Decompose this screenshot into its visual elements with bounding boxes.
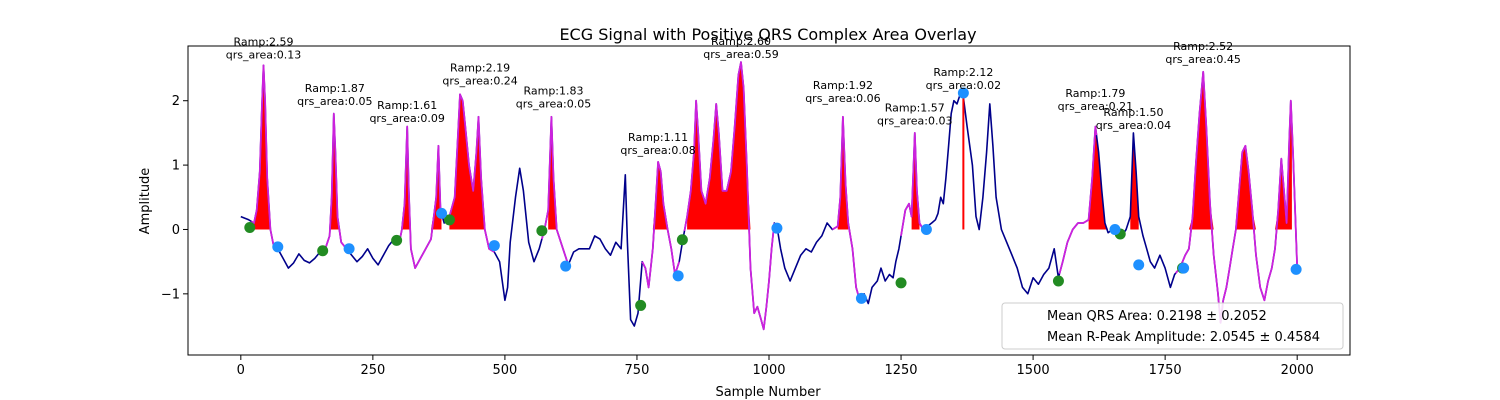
qrs-segment-line xyxy=(1058,125,1098,274)
qrs-segment-line xyxy=(1175,70,1299,324)
ramp-label: Ramp:1.92 xyxy=(813,79,873,92)
ramp-label: Ramp:2.52 xyxy=(1173,40,1233,53)
qrs-offset-point xyxy=(771,222,783,234)
x-tick-label: 0 xyxy=(237,363,245,378)
x-axis-label: Sample Number xyxy=(715,385,821,400)
qrs-area-label: qrs_area:0.05 xyxy=(297,95,372,108)
legend: Mean QRS Area: 0.2198 ± 0.2052 Mean R-Pe… xyxy=(1001,302,1344,350)
qrs-area-fill xyxy=(1188,71,1292,230)
legend-entry-qrs-area: Mean QRS Area: 0.2198 ± 0.2052 xyxy=(1047,309,1267,324)
ramp-label: Ramp:2.12 xyxy=(933,66,993,79)
qrs-offset-point xyxy=(1290,263,1302,275)
legend-entry-r-peak: Mean R-Peak Amplitude: 2.0545 ± 0.4584 xyxy=(1047,330,1320,345)
qrs-segment-line xyxy=(322,112,350,253)
x-tick-label: 250 xyxy=(360,363,385,378)
qrs-area-label: qrs_area:0.09 xyxy=(369,112,444,125)
ramp-label: Ramp:1.50 xyxy=(1103,106,1163,119)
qrs-area-label: qrs_area:0.45 xyxy=(1165,53,1240,66)
ramp-label: Ramp:1.11 xyxy=(628,131,688,144)
qrs-onset-point xyxy=(443,214,455,226)
y-axis-label: Amplitude xyxy=(138,168,153,235)
ramp-label: Ramp:2.60 xyxy=(711,35,771,48)
qrs-onset-point xyxy=(536,225,548,237)
qrs-area-fill xyxy=(401,126,442,230)
qrs-area-fill xyxy=(652,161,668,230)
x-tick-label: 750 xyxy=(625,363,650,378)
qrs-area-fill xyxy=(449,94,485,230)
qrs-onset-point xyxy=(317,245,329,257)
y-tick-label: 0 xyxy=(172,223,180,238)
qrs-area-label: qrs_area:0.24 xyxy=(442,74,517,87)
qrs-offset-point xyxy=(957,87,969,99)
qrs-area-label: qrs_area:0.04 xyxy=(1096,119,1171,132)
qrs-offset-point xyxy=(560,260,572,272)
ramp-label: Ramp:1.83 xyxy=(523,85,583,98)
x-tick-label: 2000 xyxy=(1281,363,1314,378)
qrs-offset-point xyxy=(488,240,500,252)
qrs-onset-point xyxy=(391,234,403,246)
qrs-onset-point xyxy=(635,299,647,311)
qrs-onset-point xyxy=(676,234,688,246)
qrs-area-label: qrs_area:0.06 xyxy=(805,92,880,105)
qrs-area-label: qrs_area:0.02 xyxy=(926,79,1001,92)
ramp-label: Ramp:1.79 xyxy=(1065,87,1125,100)
qrs-markers xyxy=(244,87,1302,311)
qrs-offset-point xyxy=(1109,223,1121,235)
qrs-segment-line xyxy=(250,64,279,250)
qrs-offset-point xyxy=(272,241,284,253)
qrs-area-label: qrs_area:0.05 xyxy=(516,98,591,111)
qrs-area-fill xyxy=(1130,132,1139,230)
axis-ticks: 0 250 500 750 1000 1250 1500 1750 2000 −1 0 1 2 xyxy=(161,94,1314,378)
qrs-onset-point xyxy=(895,277,907,289)
qrs-segment-line xyxy=(396,125,443,269)
chart-title: ECG Signal with Positive QRS Complex Are… xyxy=(559,25,976,44)
x-tick-label: 500 xyxy=(492,363,517,378)
qrs-area-label: qrs_area:0.03 xyxy=(877,114,952,127)
qrs-segment-line xyxy=(641,161,681,289)
ramp-label: Ramp:2.59 xyxy=(234,36,294,49)
qrs-segment-line xyxy=(541,115,570,266)
ramp-label: Ramp:1.87 xyxy=(305,82,365,95)
qrs-offset-point xyxy=(920,223,932,235)
qrs-offset-point xyxy=(1178,262,1190,274)
qrs-area-label: qrs_area:0.08 xyxy=(620,144,695,157)
x-tick-label: 1000 xyxy=(752,363,785,378)
x-tick-label: 1500 xyxy=(1017,363,1050,378)
qrs-area-label: qrs_area:0.59 xyxy=(703,48,778,61)
qrs-offset-point xyxy=(855,292,867,304)
qrs-onset-point xyxy=(244,222,256,234)
ecg-lines xyxy=(240,61,1299,331)
qrs-area-label: qrs_area:0.13 xyxy=(226,49,301,62)
qrs-offset-point xyxy=(343,243,355,255)
qrs-onset-point xyxy=(1052,275,1064,287)
x-tick-label: 1250 xyxy=(884,363,917,378)
peak-annotations: Ramp:2.59qrs_area:0.13Ramp:1.87qrs_area:… xyxy=(226,35,1241,157)
qrs-area-fill xyxy=(687,62,777,230)
qrs-offset-point xyxy=(436,207,448,219)
y-tick-label: 1 xyxy=(172,159,180,174)
x-tick-label: 1750 xyxy=(1149,363,1182,378)
qrs-offset-point xyxy=(1133,259,1145,271)
y-tick-label: −1 xyxy=(161,287,180,302)
ramp-label: Ramp:1.61 xyxy=(377,99,437,112)
y-tick-label: 2 xyxy=(172,94,180,109)
qrs-offset-point xyxy=(672,270,684,282)
qrs-area-fill xyxy=(254,65,271,230)
ramp-label: Ramp:2.19 xyxy=(450,61,510,74)
legend-box xyxy=(1001,302,1344,350)
qrs-segment-line xyxy=(900,132,929,237)
qrs-area-label: qrs_area:0.21 xyxy=(1058,100,1133,113)
ramp-label: Ramp:1.57 xyxy=(885,101,945,114)
qrs-segment-line xyxy=(683,61,776,331)
qrs-segment-line xyxy=(448,93,495,253)
qrs-segment-line xyxy=(831,115,863,302)
